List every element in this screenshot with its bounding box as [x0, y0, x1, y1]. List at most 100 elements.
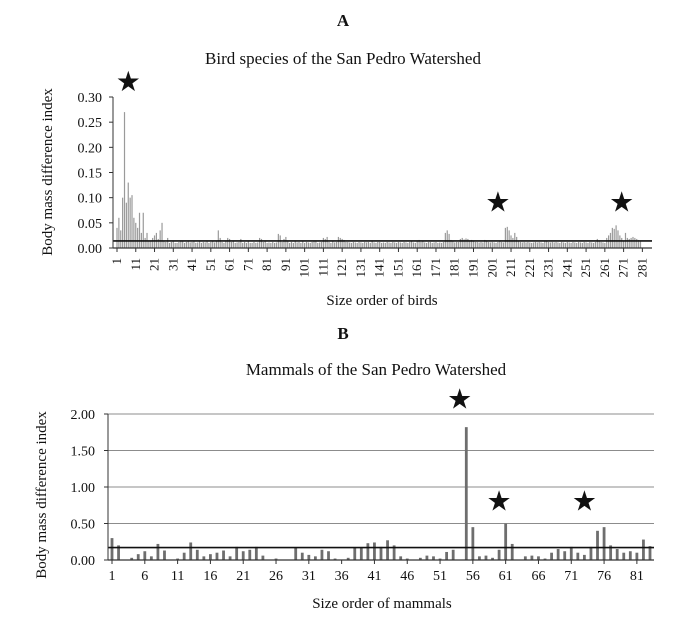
bar	[379, 241, 381, 248]
bar	[225, 240, 227, 248]
bar	[397, 241, 400, 248]
bar	[305, 241, 308, 248]
bar	[178, 241, 180, 248]
star-marker: ★	[447, 384, 472, 415]
bar	[152, 237, 154, 248]
bar	[557, 242, 559, 248]
x-tick-label: 26	[269, 569, 283, 584]
bar	[255, 242, 257, 248]
bar	[353, 547, 357, 560]
bar	[300, 552, 304, 560]
bar	[546, 240, 548, 248]
x-tick-label: 31	[302, 569, 316, 584]
bar	[260, 238, 263, 248]
x-tick-label: 141	[372, 258, 387, 278]
bar	[471, 239, 473, 248]
bar	[613, 228, 615, 248]
panel-b-title: Mammals of the San Pedro Watershed	[246, 360, 507, 379]
bar	[358, 241, 360, 248]
bar	[497, 549, 501, 560]
x-tick-label: 41	[184, 258, 199, 271]
bar	[452, 240, 454, 248]
bar	[375, 242, 377, 248]
bar	[600, 241, 602, 248]
bar	[198, 240, 201, 248]
x-tick-label: 181	[447, 258, 462, 278]
bar	[576, 552, 580, 560]
bar	[183, 242, 186, 248]
x-tick-label: 71	[564, 569, 578, 584]
bar	[582, 554, 586, 560]
bar	[484, 239, 486, 248]
bar	[352, 241, 355, 248]
bar	[373, 242, 375, 248]
bar	[630, 237, 632, 248]
bar	[602, 242, 604, 248]
bar	[272, 241, 274, 248]
star-marker: ★	[116, 67, 141, 98]
bar	[242, 242, 244, 248]
bar	[157, 238, 159, 248]
bar	[320, 549, 324, 560]
bar	[359, 547, 363, 560]
bar	[122, 197, 124, 248]
bar	[506, 226, 508, 248]
bar	[534, 241, 537, 248]
bar	[287, 240, 289, 248]
bar	[217, 230, 219, 248]
bar	[394, 242, 396, 248]
bar	[127, 182, 129, 248]
bar	[622, 552, 626, 560]
bar	[532, 242, 535, 248]
bar	[159, 230, 161, 248]
bar	[432, 556, 435, 560]
bar	[130, 557, 134, 560]
bar	[418, 557, 422, 560]
bar	[604, 242, 606, 248]
bar	[549, 242, 552, 248]
x-tick-label: 251	[578, 258, 593, 278]
bar	[523, 241, 525, 248]
x-tick-label: 121	[334, 258, 349, 278]
y-tick-label: 0.00	[71, 554, 96, 569]
bar	[332, 240, 334, 248]
x-tick-label: 51	[203, 258, 218, 271]
bar	[345, 241, 347, 248]
bar	[553, 242, 555, 248]
bar	[371, 241, 373, 248]
bar	[189, 542, 193, 560]
bar	[405, 558, 409, 560]
bar	[349, 242, 351, 248]
bar	[461, 237, 463, 248]
bar	[583, 241, 585, 248]
bar	[609, 545, 613, 560]
bar	[635, 552, 639, 560]
bar	[215, 240, 218, 248]
bar	[427, 241, 430, 248]
bar	[628, 551, 632, 560]
bar	[556, 549, 560, 560]
bar	[639, 240, 642, 248]
bar	[589, 546, 593, 560]
bar	[399, 556, 403, 560]
bar	[364, 241, 366, 248]
x-tick-label: 221	[522, 258, 537, 278]
x-tick-label: 6	[141, 569, 148, 584]
x-tick-label: 81	[259, 258, 274, 271]
bar	[562, 242, 565, 248]
bar	[592, 242, 595, 248]
bar	[459, 238, 461, 248]
bar	[148, 240, 150, 248]
bar	[517, 240, 520, 248]
x-tick-label: 1	[109, 569, 116, 584]
bar	[480, 241, 482, 248]
bar	[467, 238, 469, 248]
bar	[424, 242, 426, 248]
bar	[441, 242, 443, 248]
bar	[163, 240, 165, 248]
panel-a-y-axis: 0.00 0.05 0.10 0.15 0.20 0.25 0.30	[78, 91, 113, 257]
bar	[274, 558, 278, 560]
y-tick-label: 0.25	[78, 116, 103, 131]
bar	[313, 556, 317, 560]
bar	[315, 240, 317, 248]
